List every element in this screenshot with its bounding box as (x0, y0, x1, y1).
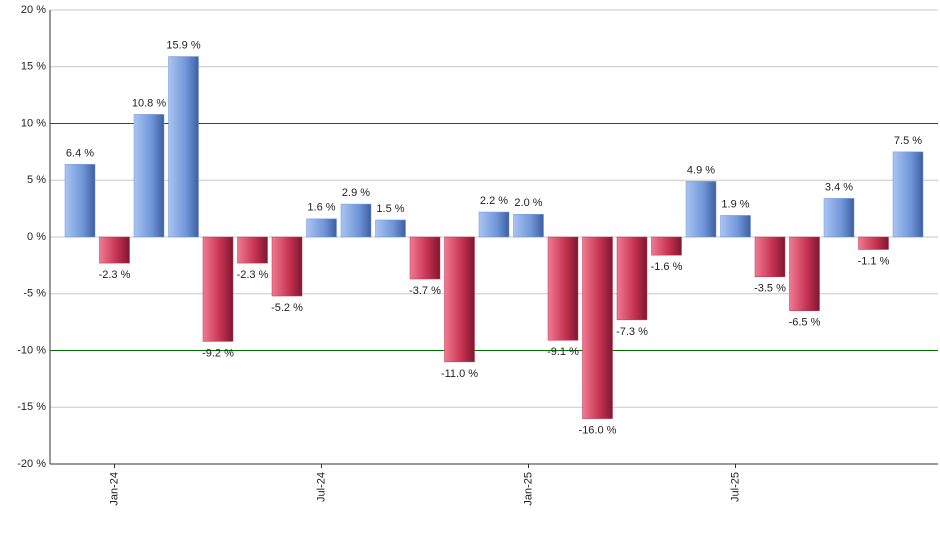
x-tick-label: Jul-24 (315, 472, 327, 502)
bar (892, 151, 924, 238)
y-tick-label: 0 % (27, 231, 46, 243)
value-label: -1.1 % (858, 255, 890, 267)
value-label: 4.9 % (687, 164, 715, 176)
bar (64, 164, 96, 238)
value-label: 3.4 % (825, 181, 853, 193)
bar (513, 214, 544, 238)
value-label: -16.0 % (579, 425, 617, 437)
value-label: 10.8 % (132, 97, 166, 109)
value-label: 2.9 % (342, 187, 370, 199)
y-tick-label: -20 % (17, 458, 46, 470)
bar (340, 203, 372, 238)
y-tick-label: 15 % (21, 61, 46, 73)
value-label: -9.2 % (202, 347, 234, 359)
value-label: -2.3 % (237, 269, 269, 281)
bar (720, 215, 751, 238)
value-label: -7.3 % (616, 326, 648, 338)
bar (754, 236, 786, 277)
y-tick-label: -10 % (17, 344, 46, 356)
bar (685, 181, 717, 238)
bar (789, 236, 820, 312)
bar (651, 236, 682, 256)
y-tick-label: -5 % (23, 288, 46, 300)
bar (547, 236, 579, 341)
x-tick-label: Jan-24 (108, 472, 120, 506)
value-label: 15.9 % (166, 39, 200, 51)
x-tick-label: Jan-25 (522, 472, 534, 506)
bar (478, 211, 510, 238)
value-label: 2.0 % (514, 197, 542, 209)
bar (409, 236, 441, 280)
y-tick-label: 5 % (27, 174, 46, 186)
bar (582, 236, 613, 419)
value-label: 7.5 % (894, 135, 922, 147)
bar (858, 236, 889, 250)
value-label: -3.5 % (754, 283, 786, 295)
y-tick-label: 10 % (21, 117, 46, 129)
bar (202, 236, 234, 342)
bar (823, 198, 855, 238)
value-label: 6.4 % (66, 147, 94, 159)
bar (271, 236, 303, 297)
bar (133, 114, 165, 238)
bar (237, 236, 268, 264)
value-label: -3.7 % (409, 285, 441, 297)
value-label: 1.6 % (307, 202, 335, 214)
value-label: 1.9 % (721, 198, 749, 210)
bar (99, 236, 130, 264)
value-label: 2.2 % (480, 195, 508, 207)
x-tick-label: Jul-25 (729, 472, 741, 502)
value-label: -9.1 % (547, 346, 579, 358)
y-tick-label: 20 % (21, 4, 46, 16)
value-label: -6.5 % (789, 317, 821, 329)
value-label: 1.5 % (376, 203, 404, 215)
bar (375, 219, 406, 238)
value-label: -2.3 % (99, 269, 131, 281)
value-label: -11.0 % (441, 368, 478, 380)
bar (616, 236, 648, 321)
bar (168, 56, 199, 238)
y-tick-label: -15 % (17, 401, 46, 413)
bar (444, 236, 475, 363)
value-label: -5.2 % (271, 302, 303, 314)
bar (306, 218, 337, 238)
value-label: -1.6 % (651, 261, 683, 273)
